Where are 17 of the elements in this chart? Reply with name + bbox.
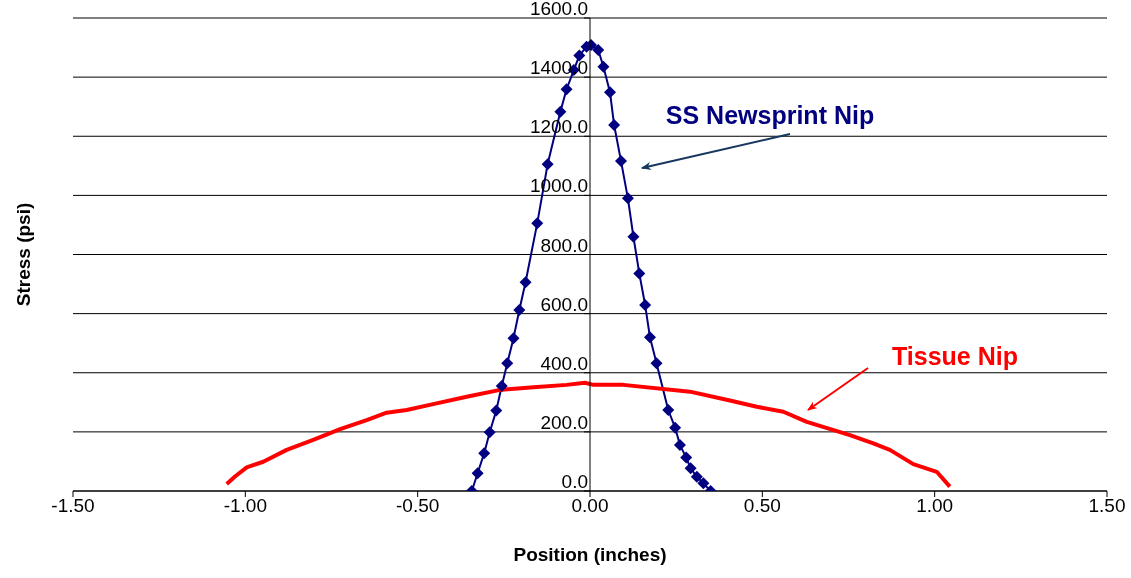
x-tick-label: 0.50 [743,495,781,517]
x-axis-title: Position (inches) [513,544,667,565]
x-tick-label: 1.00 [916,495,954,517]
x-tick-label: 0.00 [571,495,609,517]
x-tick-label: -1.50 [51,495,95,517]
y-tick-label: 400.0 [540,352,588,374]
x-tick-label: 1.50 [1088,495,1126,517]
y-axis-title: Stress (psi) [12,202,34,307]
y-tick-label: 800.0 [540,234,588,256]
series-label: SS Newsprint Nip [665,101,875,129]
x-tick-label: -0.50 [396,495,440,517]
y-tick-label: 1600.0 [529,0,588,19]
y-tick-label: 600.0 [540,293,588,315]
x-tick-label: -1.00 [223,495,267,517]
y-tick-label: 200.0 [540,411,588,433]
text: Tissue Nip [892,342,1018,370]
y-tick-label: 0.0 [561,471,588,492]
